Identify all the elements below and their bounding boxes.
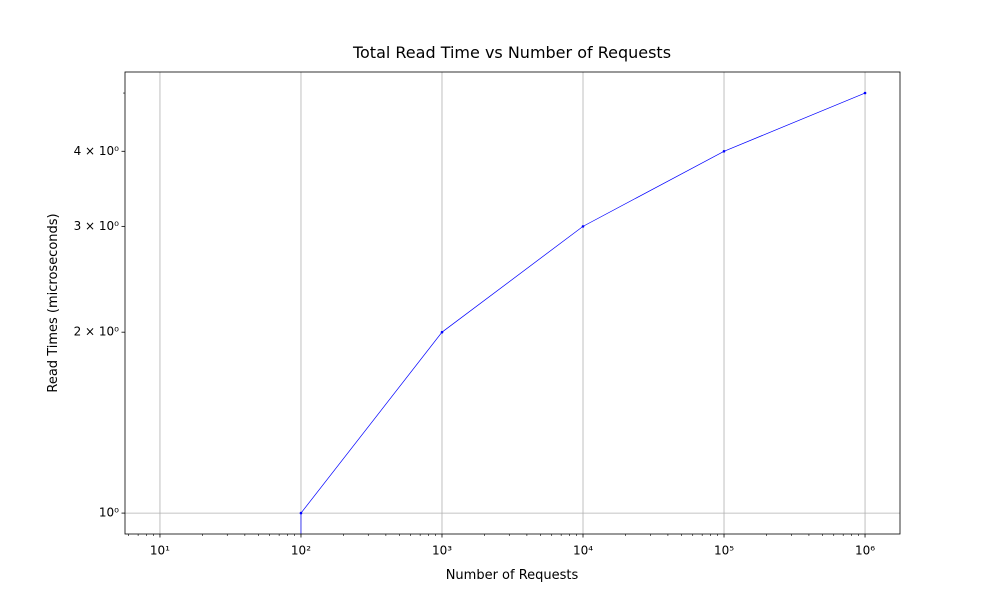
data-point — [581, 225, 585, 228]
plot-frame — [124, 71, 901, 535]
data-point — [440, 330, 444, 334]
y-tick-label: 10⁰ — [99, 506, 119, 520]
plot-data — [299, 91, 867, 534]
x-tick-label: 10³ — [432, 544, 452, 558]
y-tick-label: 3 × 10⁰ — [74, 219, 120, 233]
data-point — [722, 149, 726, 153]
x-tick-label: 10² — [291, 544, 311, 558]
x-tick-label: 10⁶ — [855, 544, 875, 558]
chart-title: Total Read Time vs Number of Requests — [352, 43, 671, 62]
y-tick-label: 2 × 10⁰ — [74, 325, 120, 339]
y-tick-label: 4 × 10⁰ — [74, 144, 120, 158]
x-tick-label: 10¹ — [150, 544, 170, 558]
x-tick-label: 10⁴ — [573, 544, 593, 558]
data-point — [863, 91, 867, 95]
y-axis-label: Read Times (microseconds) — [46, 213, 61, 392]
data-point — [299, 511, 303, 515]
x-axis-label: Number of Requests — [446, 568, 579, 583]
x-tick-label: 10⁵ — [714, 544, 734, 558]
data-line — [300, 92, 866, 534]
